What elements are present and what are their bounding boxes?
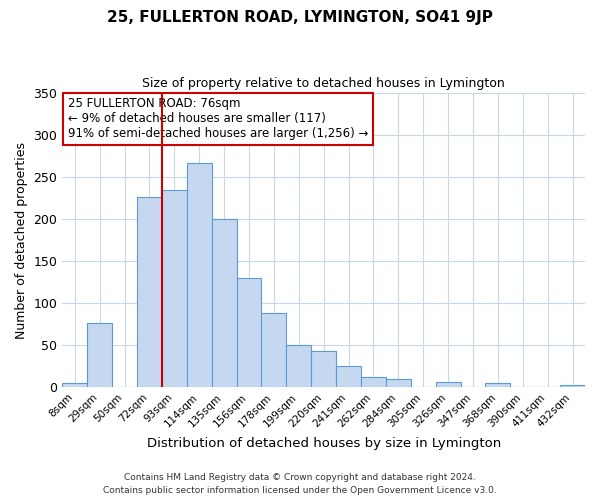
X-axis label: Distribution of detached houses by size in Lymington: Distribution of detached houses by size … <box>146 437 501 450</box>
Bar <box>336 366 361 387</box>
Text: Contains HM Land Registry data © Crown copyright and database right 2024.
Contai: Contains HM Land Registry data © Crown c… <box>103 474 497 495</box>
Bar <box>262 313 286 387</box>
Bar <box>436 382 461 387</box>
Bar <box>62 382 87 387</box>
Text: 25 FULLERTON ROAD: 76sqm
← 9% of detached houses are smaller (117)
91% of semi-d: 25 FULLERTON ROAD: 76sqm ← 9% of detache… <box>68 98 368 140</box>
Bar <box>87 323 112 387</box>
Bar <box>162 190 187 387</box>
Text: 25, FULLERTON ROAD, LYMINGTON, SO41 9JP: 25, FULLERTON ROAD, LYMINGTON, SO41 9JP <box>107 10 493 25</box>
Bar <box>311 351 336 387</box>
Bar <box>485 382 511 387</box>
Bar <box>286 345 311 387</box>
Bar <box>560 386 585 387</box>
Bar <box>361 377 386 387</box>
Title: Size of property relative to detached houses in Lymington: Size of property relative to detached ho… <box>142 78 505 90</box>
Bar <box>187 162 212 387</box>
Bar <box>386 378 411 387</box>
Bar <box>236 278 262 387</box>
Bar <box>137 197 162 387</box>
Y-axis label: Number of detached properties: Number of detached properties <box>15 142 28 338</box>
Bar <box>212 219 236 387</box>
